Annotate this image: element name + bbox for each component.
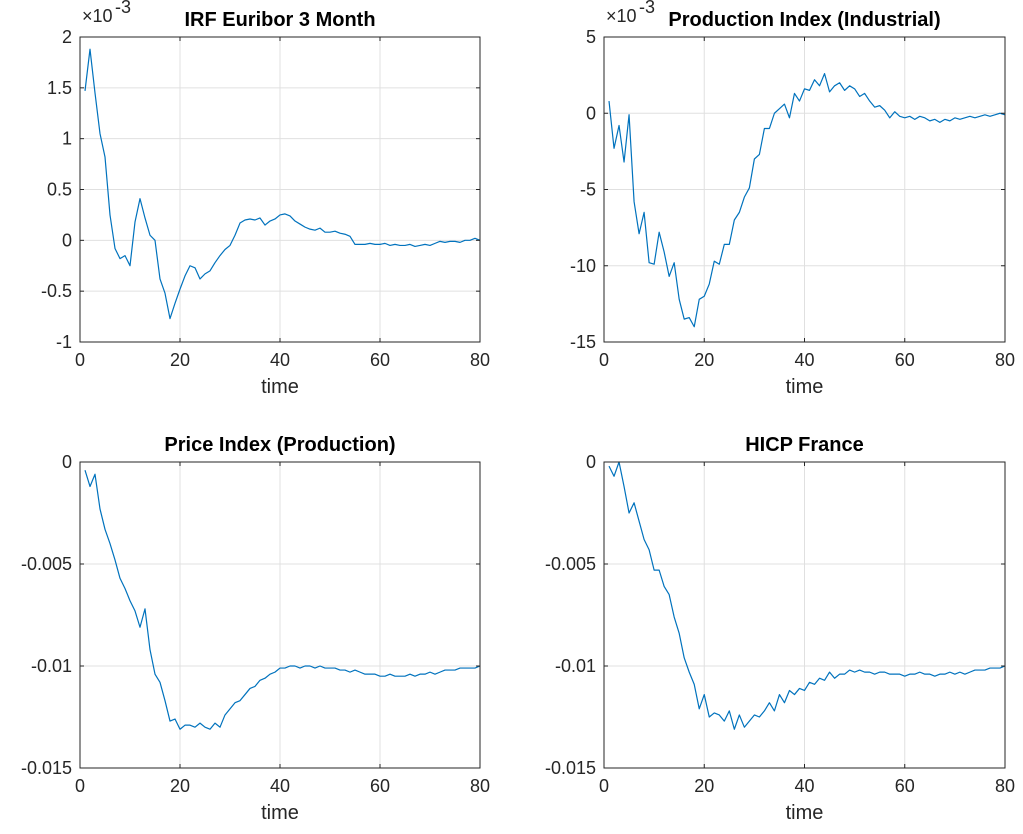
y-tick-label: 0 bbox=[62, 230, 72, 250]
x-tick-label: 0 bbox=[599, 776, 609, 796]
exponent-power-label: -3 bbox=[115, 0, 131, 17]
x-tick-label: 20 bbox=[170, 350, 190, 370]
y-tick-label: 1.5 bbox=[47, 78, 72, 98]
y-tick-label: 0 bbox=[62, 452, 72, 472]
y-tick-label: -10 bbox=[570, 256, 596, 276]
y-tick-label: -1 bbox=[56, 332, 72, 352]
series-line bbox=[84, 48, 481, 320]
x-tick-label: 0 bbox=[75, 776, 85, 796]
y-tick-label: 5 bbox=[586, 27, 596, 47]
y-tick-label: -0.015 bbox=[21, 758, 72, 778]
y-tick-label: -0.01 bbox=[555, 656, 596, 676]
panel-production-index: 0 20 40 60 80 -15 -10 -5 0 5 time ×10 -3 Production I… bbox=[570, 0, 1015, 398]
y-tick-label: -5 bbox=[580, 180, 596, 200]
exponent-base-label: ×10 bbox=[606, 6, 637, 26]
panel-irf-euribor: 0 20 40 60 80 -1 -0.5 0 0.5 1 1.5 2 time ×10 -3 IRF Eur… bbox=[41, 0, 490, 398]
series-line bbox=[608, 72, 1006, 328]
series-line bbox=[84, 469, 481, 730]
x-tick-label: 40 bbox=[270, 350, 290, 370]
exponent-power-label: -3 bbox=[639, 0, 655, 17]
x-axis-label: time bbox=[261, 376, 299, 398]
y-tick-label: 0.5 bbox=[47, 180, 72, 200]
chart-title: Price Index (Production) bbox=[164, 434, 395, 456]
x-tick-label: 80 bbox=[470, 776, 490, 796]
x-tick-label: 60 bbox=[895, 350, 915, 370]
x-tick-label: 40 bbox=[794, 776, 814, 796]
chart-title: HICP France bbox=[745, 434, 864, 456]
y-tick-label: -0.5 bbox=[41, 281, 72, 301]
x-axis-label: time bbox=[261, 802, 299, 824]
chart-title: Production Index (Industrial) bbox=[668, 9, 940, 31]
x-tick-label: 20 bbox=[694, 776, 714, 796]
y-tick-label: 1 bbox=[62, 129, 72, 149]
x-tick-label: 80 bbox=[995, 776, 1015, 796]
x-tick-label: 40 bbox=[794, 350, 814, 370]
exponent-base-label: ×10 bbox=[82, 6, 113, 26]
y-tick-label: 0 bbox=[586, 452, 596, 472]
y-tick-label: 0 bbox=[586, 103, 596, 123]
y-tick-label: -0.005 bbox=[21, 554, 72, 574]
series-line bbox=[608, 461, 1006, 730]
x-axis-label: time bbox=[786, 802, 824, 824]
panel-hicp-france: 0 20 40 60 80 -0.015 -0.01 -0.005 0 time HICP Fran… bbox=[545, 434, 1015, 824]
x-tick-label: 20 bbox=[170, 776, 190, 796]
x-tick-label: 0 bbox=[599, 350, 609, 370]
y-tick-label: -0.005 bbox=[545, 554, 596, 574]
y-tick-label: 2 bbox=[62, 27, 72, 47]
panel-price-index: 0 20 40 60 80 -0.015 -0.01 -0.005 0 time Price Ind… bbox=[21, 434, 490, 824]
x-tick-label: 80 bbox=[470, 350, 490, 370]
x-tick-label: 60 bbox=[370, 776, 390, 796]
x-tick-label: 0 bbox=[75, 350, 85, 370]
y-tick-label: -0.015 bbox=[545, 758, 596, 778]
x-tick-label: 60 bbox=[895, 776, 915, 796]
x-tick-label: 40 bbox=[270, 776, 290, 796]
x-tick-label: 60 bbox=[370, 350, 390, 370]
y-tick-label: -0.01 bbox=[31, 656, 72, 676]
chart-title: IRF Euribor 3 Month bbox=[184, 9, 375, 31]
x-tick-label: 20 bbox=[694, 350, 714, 370]
y-tick-label: -15 bbox=[570, 332, 596, 352]
x-axis-label: time bbox=[786, 376, 824, 398]
x-tick-label: 80 bbox=[995, 350, 1015, 370]
